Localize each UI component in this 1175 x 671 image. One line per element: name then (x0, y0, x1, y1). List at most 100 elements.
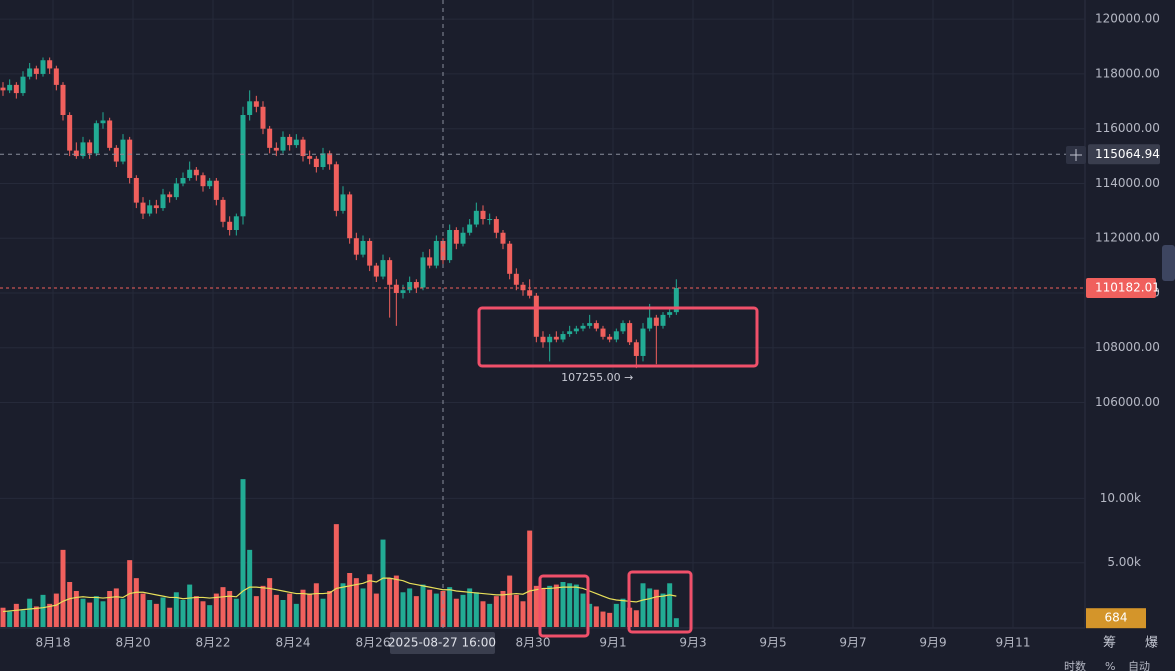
volume-bar (353, 578, 359, 627)
volume-bar (333, 524, 339, 627)
candle-body (107, 120, 113, 148)
candle-body (80, 142, 86, 157)
volume-bar (413, 596, 419, 627)
candle-body (27, 68, 33, 77)
candle-body (633, 342, 639, 356)
volume-bar (293, 603, 299, 627)
volume-bar (280, 600, 286, 627)
candle-body (533, 295, 539, 337)
y-tick-label: 112000.00 (1095, 231, 1160, 245)
candle-body (287, 136, 293, 146)
candle-body (20, 76, 26, 94)
candle-body (187, 169, 193, 178)
volume-bar (307, 593, 313, 627)
y-tick-label: 108000.00 (1095, 340, 1160, 354)
candle-body (367, 240, 373, 266)
volume-bar (507, 575, 513, 627)
x-tick-label: 9月5 (759, 636, 786, 650)
side-handle[interactable] (1162, 245, 1175, 281)
toolbar-button[interactable]: 筹 (1103, 635, 1116, 651)
candle-body (13, 84, 19, 94)
y-tick-label: 106000.00 (1095, 395, 1160, 409)
candle-body (573, 328, 579, 332)
toolbar-button[interactable]: 爆 (1145, 636, 1158, 651)
x-tick-label: 8月18 (36, 636, 71, 650)
candle-body (587, 323, 593, 326)
volume-bar (533, 585, 539, 627)
volume-bar (13, 603, 19, 627)
candle-body (140, 202, 146, 214)
volume-bar (207, 605, 213, 627)
volume-bar (400, 592, 406, 627)
candle-body (33, 68, 39, 74)
candle-body (527, 290, 533, 296)
candle-body (600, 328, 606, 337)
volume-tick-label: 10.00k (1100, 491, 1141, 505)
x-tick-label: 9月1 (599, 636, 626, 650)
y-tick-label: 116000.00 (1095, 121, 1160, 135)
candle-body (413, 282, 419, 288)
volume-bar (580, 593, 586, 627)
x-tick-label: 9月11 (996, 636, 1031, 650)
volume-bar (267, 578, 273, 627)
candle-body (400, 290, 406, 293)
crosshair-price-label: 115064.94 (1095, 147, 1160, 161)
candle-body (173, 183, 179, 198)
candle-body (260, 106, 266, 129)
last-price-label: 110182.01 (1095, 280, 1160, 294)
candle-body (647, 317, 653, 329)
volume-bar (460, 594, 466, 627)
candle-body (620, 323, 626, 332)
x-tick-label: 8月30 (516, 636, 551, 650)
candle-body (347, 194, 353, 239)
candle-body (513, 273, 519, 285)
volume-bar (320, 598, 326, 627)
candle-body (133, 177, 139, 203)
volume-bar (493, 596, 499, 627)
volume-bar (153, 603, 159, 627)
volume-bar (500, 591, 506, 627)
volume-tag-label: 684 (1105, 611, 1128, 625)
candle-body (547, 336, 553, 343)
volume-bar (227, 591, 233, 627)
volume-bar (67, 582, 73, 627)
volume-bar (527, 530, 533, 627)
volume-bar (513, 594, 519, 627)
volume-bar (360, 588, 366, 627)
candle-body (473, 210, 479, 225)
volume-bar (467, 588, 473, 627)
candle-body (153, 205, 159, 209)
candle-body (487, 219, 493, 221)
volume-bar (347, 573, 353, 627)
volume-tick-label: 5.00k (1107, 555, 1141, 569)
y-tick-label: 120000.00 (1095, 12, 1160, 26)
volume-bar (240, 479, 246, 627)
volume-bar (60, 549, 66, 627)
volume-bar (667, 583, 673, 627)
volume-bar (173, 592, 179, 627)
volume-bar (160, 597, 166, 627)
volume-bar (600, 611, 606, 627)
candle-body (300, 139, 306, 157)
candle-body (453, 230, 459, 244)
volume-bar (213, 593, 219, 627)
candle-body (393, 284, 399, 293)
footer-item[interactable]: % (1105, 660, 1115, 671)
crosshair-time: 2025-08-27 16:00 (388, 636, 496, 650)
candle-body (160, 194, 166, 209)
x-tick-label: 9月9 (919, 636, 946, 650)
volume-bar (187, 584, 193, 627)
volume-bar (27, 598, 33, 627)
volume-bar (47, 603, 53, 627)
crosshair-price-tag (1088, 144, 1160, 165)
candle-body (193, 169, 199, 176)
footer-item[interactable]: 时数 (1064, 660, 1086, 671)
candle-body (480, 210, 486, 220)
volume-bar (33, 606, 39, 627)
candle-body (593, 323, 599, 329)
volume-bar (547, 585, 553, 627)
candle-body (100, 120, 106, 124)
volume-bar (273, 594, 279, 627)
footer-item[interactable]: 自动 (1128, 660, 1150, 671)
candle-body (460, 232, 466, 244)
